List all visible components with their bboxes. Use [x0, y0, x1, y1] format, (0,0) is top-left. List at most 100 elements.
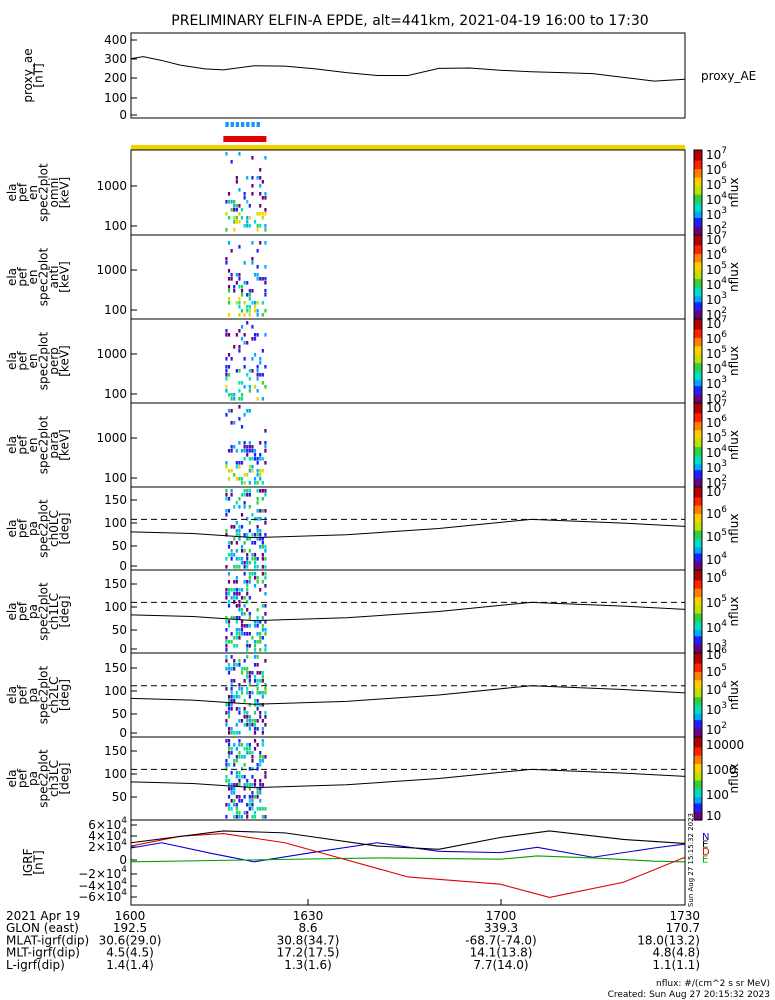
spectrogram-pixel: [246, 200, 249, 204]
y-tick-label: 150: [104, 744, 127, 758]
spectrogram-pixel: [246, 655, 249, 659]
spectrogram-pixel: [259, 224, 262, 228]
colorbar-segment: [694, 476, 702, 480]
spectrogram-pixel: [230, 679, 233, 683]
spectrogram-pixel: [225, 703, 228, 707]
spectrogram-pixel: [240, 208, 244, 212]
spectrogram-pixel: [264, 755, 267, 759]
spectrogram-pixel: [230, 493, 233, 497]
spectrogram-pixel: [256, 397, 259, 401]
spectrogram-pixel: [243, 481, 246, 485]
spectrogram-pixel: [243, 385, 246, 389]
spectrogram-pixel: [251, 557, 254, 561]
spectrogram-pixel: [248, 616, 251, 620]
colorbar-segment: [694, 607, 702, 611]
colorbar-segment: [694, 530, 702, 534]
colorbar-segment: [694, 287, 702, 291]
spectrogram-pixel: [248, 644, 251, 648]
y-axis-label: ch3LC: [47, 760, 61, 797]
spectrogram-pixel: [264, 620, 267, 624]
colorbar-segment: [694, 695, 702, 698]
spectrogram-pixel: [238, 755, 241, 759]
spectrogram-pixel: [243, 501, 246, 505]
spectrogram-pixel: [256, 624, 259, 628]
spectrogram-pixel: [240, 381, 244, 385]
colorbar-segment: [694, 175, 702, 179]
spectrogram-pixel: [261, 537, 264, 541]
spectrogram-pixel: [233, 803, 236, 807]
spectrogram-pixel: [256, 501, 259, 505]
colorbar-segment: [694, 409, 702, 412]
footer-value: 30.6(29.0): [99, 933, 162, 947]
spectrogram-pixel: [243, 679, 246, 683]
y-tick-label: 200: [104, 71, 127, 85]
spectrogram-pixel: [225, 711, 228, 715]
spectrogram-pixel: [248, 377, 251, 381]
y-axis-label: pa: [26, 604, 40, 619]
spectrogram-pixel: [243, 747, 246, 751]
spectrogram-pixel: [230, 588, 233, 592]
spectrogram-pixel: [243, 795, 246, 799]
spectrogram-pixel: [233, 285, 236, 289]
colorbar-segment: [694, 790, 702, 794]
spectrogram-pixel: [261, 180, 264, 184]
y-axis-label: spec2plot: [37, 665, 51, 724]
spectrogram-pixel: [238, 417, 241, 421]
spectrogram-pixel: [246, 584, 249, 588]
spectrogram-pixel: [235, 592, 238, 596]
spectrogram-pixel: [259, 588, 262, 592]
colorbar-segment: [694, 375, 702, 379]
spectrogram-pixel: [225, 533, 228, 537]
igrf-line-N: [130, 842, 686, 863]
y-axis-label: pa: [26, 771, 40, 786]
spectrogram-pixel: [256, 580, 259, 584]
colorbar-segment: [694, 388, 702, 391]
colorbar-segment: [694, 451, 702, 454]
y-tick-label: 100: [104, 219, 127, 233]
spectrogram-pixel: [261, 759, 264, 763]
spectrogram-pixel: [264, 196, 267, 200]
footer-value: 17.2(17.5): [277, 946, 340, 960]
spectrogram-pixel: [264, 517, 267, 521]
spectrogram-pixel: [225, 628, 228, 632]
spectrogram-pixel: [261, 301, 264, 305]
spectrogram-pixel: [264, 604, 267, 608]
spectrogram-pixel: [227, 743, 231, 747]
y-axis-label: pef: [16, 685, 30, 705]
spectrogram-pixel: [264, 281, 267, 285]
spectrogram-pixel: [251, 513, 254, 517]
colorbar-tick-label: 105: [706, 663, 727, 679]
colorbar-segment: [694, 732, 702, 736]
spectrogram-pixel: [259, 799, 262, 803]
spectrogram-pixel: [246, 281, 249, 285]
spectrogram-pixel: [227, 779, 231, 783]
colorbar-segment: [694, 669, 702, 673]
footer-value: 30.8(34.7): [277, 933, 340, 947]
colorbar-tick-label: 106: [706, 330, 727, 346]
spectrogram-pixel: [256, 707, 259, 711]
spectrogram-pixel: [225, 509, 228, 513]
spectrogram-pixel: [248, 719, 251, 723]
colorbar-segment: [694, 572, 702, 575]
colorbar-segment: [694, 358, 702, 362]
spectrogram-pixel: [240, 513, 244, 517]
y-axis-label: ch1LC: [47, 593, 61, 630]
spectrogram-pixel: [225, 212, 228, 216]
spectrogram-pixel: [240, 561, 244, 565]
spectrogram-pixel: [230, 393, 233, 397]
spectrogram-pixel: [256, 473, 259, 477]
spectrogram-pixel: [259, 473, 262, 477]
colorbar-segment: [694, 613, 702, 617]
spectrogram-pixel: [238, 152, 241, 156]
spectrogram-pixel: [230, 787, 233, 791]
colorbar-segment: [694, 759, 702, 763]
spectrogram-pixel: [233, 636, 236, 640]
spectrogram-pixel: [253, 727, 257, 731]
colorbar-segment: [694, 436, 702, 440]
y-axis-label: en: [26, 270, 40, 285]
colorbar-segment: [694, 302, 702, 305]
colorbar-segment: [694, 335, 702, 339]
spectrogram-pixel: [238, 277, 241, 281]
spectrogram-pixel: [235, 576, 238, 580]
